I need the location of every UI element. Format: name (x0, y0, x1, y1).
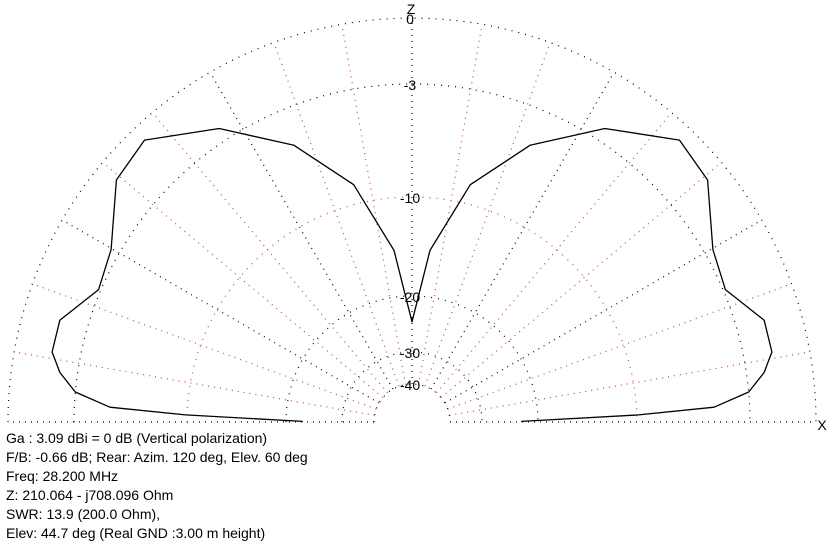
info-line: Freq: 28.200 MHz (6, 468, 118, 484)
spoke (341, 24, 406, 385)
spoke (449, 351, 810, 416)
spoke (14, 351, 375, 416)
r-tick-label: 0 (406, 11, 414, 27)
r-tick-label: -30 (400, 345, 420, 361)
spoke (273, 42, 400, 387)
spoke (440, 161, 722, 399)
z-axis-label: Z (407, 1, 416, 17)
spoke (61, 219, 380, 404)
info-line: Ga : 3.09 dBi = 0 dB (Vertical polarizat… (6, 430, 267, 446)
info-line: Z: 210.064 - j708.096 Ohm (6, 487, 173, 503)
spoke (32, 283, 377, 410)
spoke (102, 161, 384, 399)
spoke (424, 42, 551, 387)
spoke (430, 71, 615, 390)
pattern-line (51, 127, 773, 423)
info-line: F/B: -0.66 dB; Rear: Azim. 120 deg, Elev… (6, 449, 308, 465)
r-tick-label: -10 (400, 190, 420, 206)
x-axis-label: X (817, 417, 827, 433)
spoke (444, 219, 763, 404)
spoke (151, 112, 389, 394)
spoke (447, 283, 792, 410)
spoke (418, 24, 483, 385)
spoke (209, 71, 394, 390)
r-tick-label: -3 (404, 77, 417, 93)
info-line: Elev: 44.7 deg (Real GND :3.00 m height) (6, 525, 265, 541)
info-line: SWR: 13.9 (200.0 Ohm), (6, 506, 160, 522)
spoke (435, 112, 673, 394)
r-tick-label: -40 (400, 377, 420, 393)
